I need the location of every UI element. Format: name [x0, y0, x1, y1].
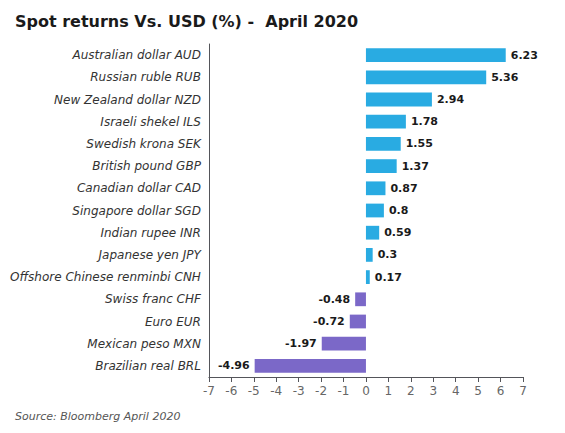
svg-text:Euro EUR: Euro EUR	[145, 315, 201, 329]
svg-text:0.8: 0.8	[389, 204, 409, 217]
svg-text:5.36: 5.36	[491, 71, 518, 84]
svg-text:6.23: 6.23	[511, 49, 538, 62]
svg-text:Indian rupee INR: Indian rupee INR	[100, 226, 200, 240]
svg-text:Brazilian real BRL: Brazilian real BRL	[95, 359, 201, 373]
svg-text:-4.96: -4.96	[218, 359, 250, 372]
svg-text:4: 4	[452, 384, 460, 398]
svg-text:Russian ruble RUB: Russian ruble RUB	[90, 70, 201, 84]
svg-text:Offshore Chinese renminbi CNH: Offshore Chinese renminbi CNH	[10, 270, 201, 284]
svg-text:0.17: 0.17	[375, 271, 402, 284]
svg-text:2: 2	[407, 384, 415, 398]
svg-text:7: 7	[519, 384, 527, 398]
svg-text:-7: -7	[203, 384, 215, 398]
svg-text:-0.72: -0.72	[313, 315, 345, 328]
svg-text:British pound GBP: British pound GBP	[92, 159, 201, 173]
svg-text:Israeli shekel ILS: Israeli shekel ILS	[100, 115, 201, 129]
svg-text:6: 6	[497, 384, 505, 398]
svg-text:2.94: 2.94	[437, 93, 464, 106]
svg-text:-1.97: -1.97	[285, 337, 317, 350]
svg-text:1: 1	[385, 384, 393, 398]
svg-text:-6: -6	[225, 384, 237, 398]
svg-text:Australian dollar AUD: Australian dollar AUD	[71, 48, 200, 62]
svg-text:Singapore dollar SGD: Singapore dollar SGD	[72, 204, 201, 218]
svg-text:Swiss franc CHF: Swiss franc CHF	[105, 292, 202, 306]
svg-text:1.78: 1.78	[411, 115, 438, 128]
svg-text:Source: Bloomberg April 2020: Source: Bloomberg April 2020	[15, 410, 180, 423]
svg-text:-0.48: -0.48	[318, 293, 350, 306]
svg-text:Swedish krona SEK: Swedish krona SEK	[86, 137, 202, 151]
svg-text:-3: -3	[293, 384, 305, 398]
svg-text:-5: -5	[248, 384, 260, 398]
svg-text:3: 3	[429, 384, 437, 398]
svg-text:-2: -2	[315, 384, 327, 398]
svg-text:Spot returns Vs. USD (%) - Ap: Spot returns Vs. USD (%) - April 2020	[15, 12, 358, 31]
svg-text:Japanese yen JPY: Japanese yen JPY	[97, 248, 203, 262]
svg-text:Canadian dollar CAD: Canadian dollar CAD	[77, 181, 201, 195]
svg-text:Mexican peso MXN: Mexican peso MXN	[87, 337, 201, 351]
svg-text:1.37: 1.37	[402, 160, 429, 173]
svg-text:1.55: 1.55	[406, 137, 433, 150]
svg-text:0.87: 0.87	[390, 182, 417, 195]
svg-text:New Zealand dollar NZD: New Zealand dollar NZD	[54, 93, 201, 107]
svg-text:-1: -1	[338, 384, 350, 398]
svg-text:0.3: 0.3	[378, 248, 398, 261]
svg-text:0.59: 0.59	[384, 226, 411, 239]
svg-text:-4: -4	[270, 384, 282, 398]
svg-text:0: 0	[362, 384, 370, 398]
svg-text:5: 5	[474, 384, 482, 398]
